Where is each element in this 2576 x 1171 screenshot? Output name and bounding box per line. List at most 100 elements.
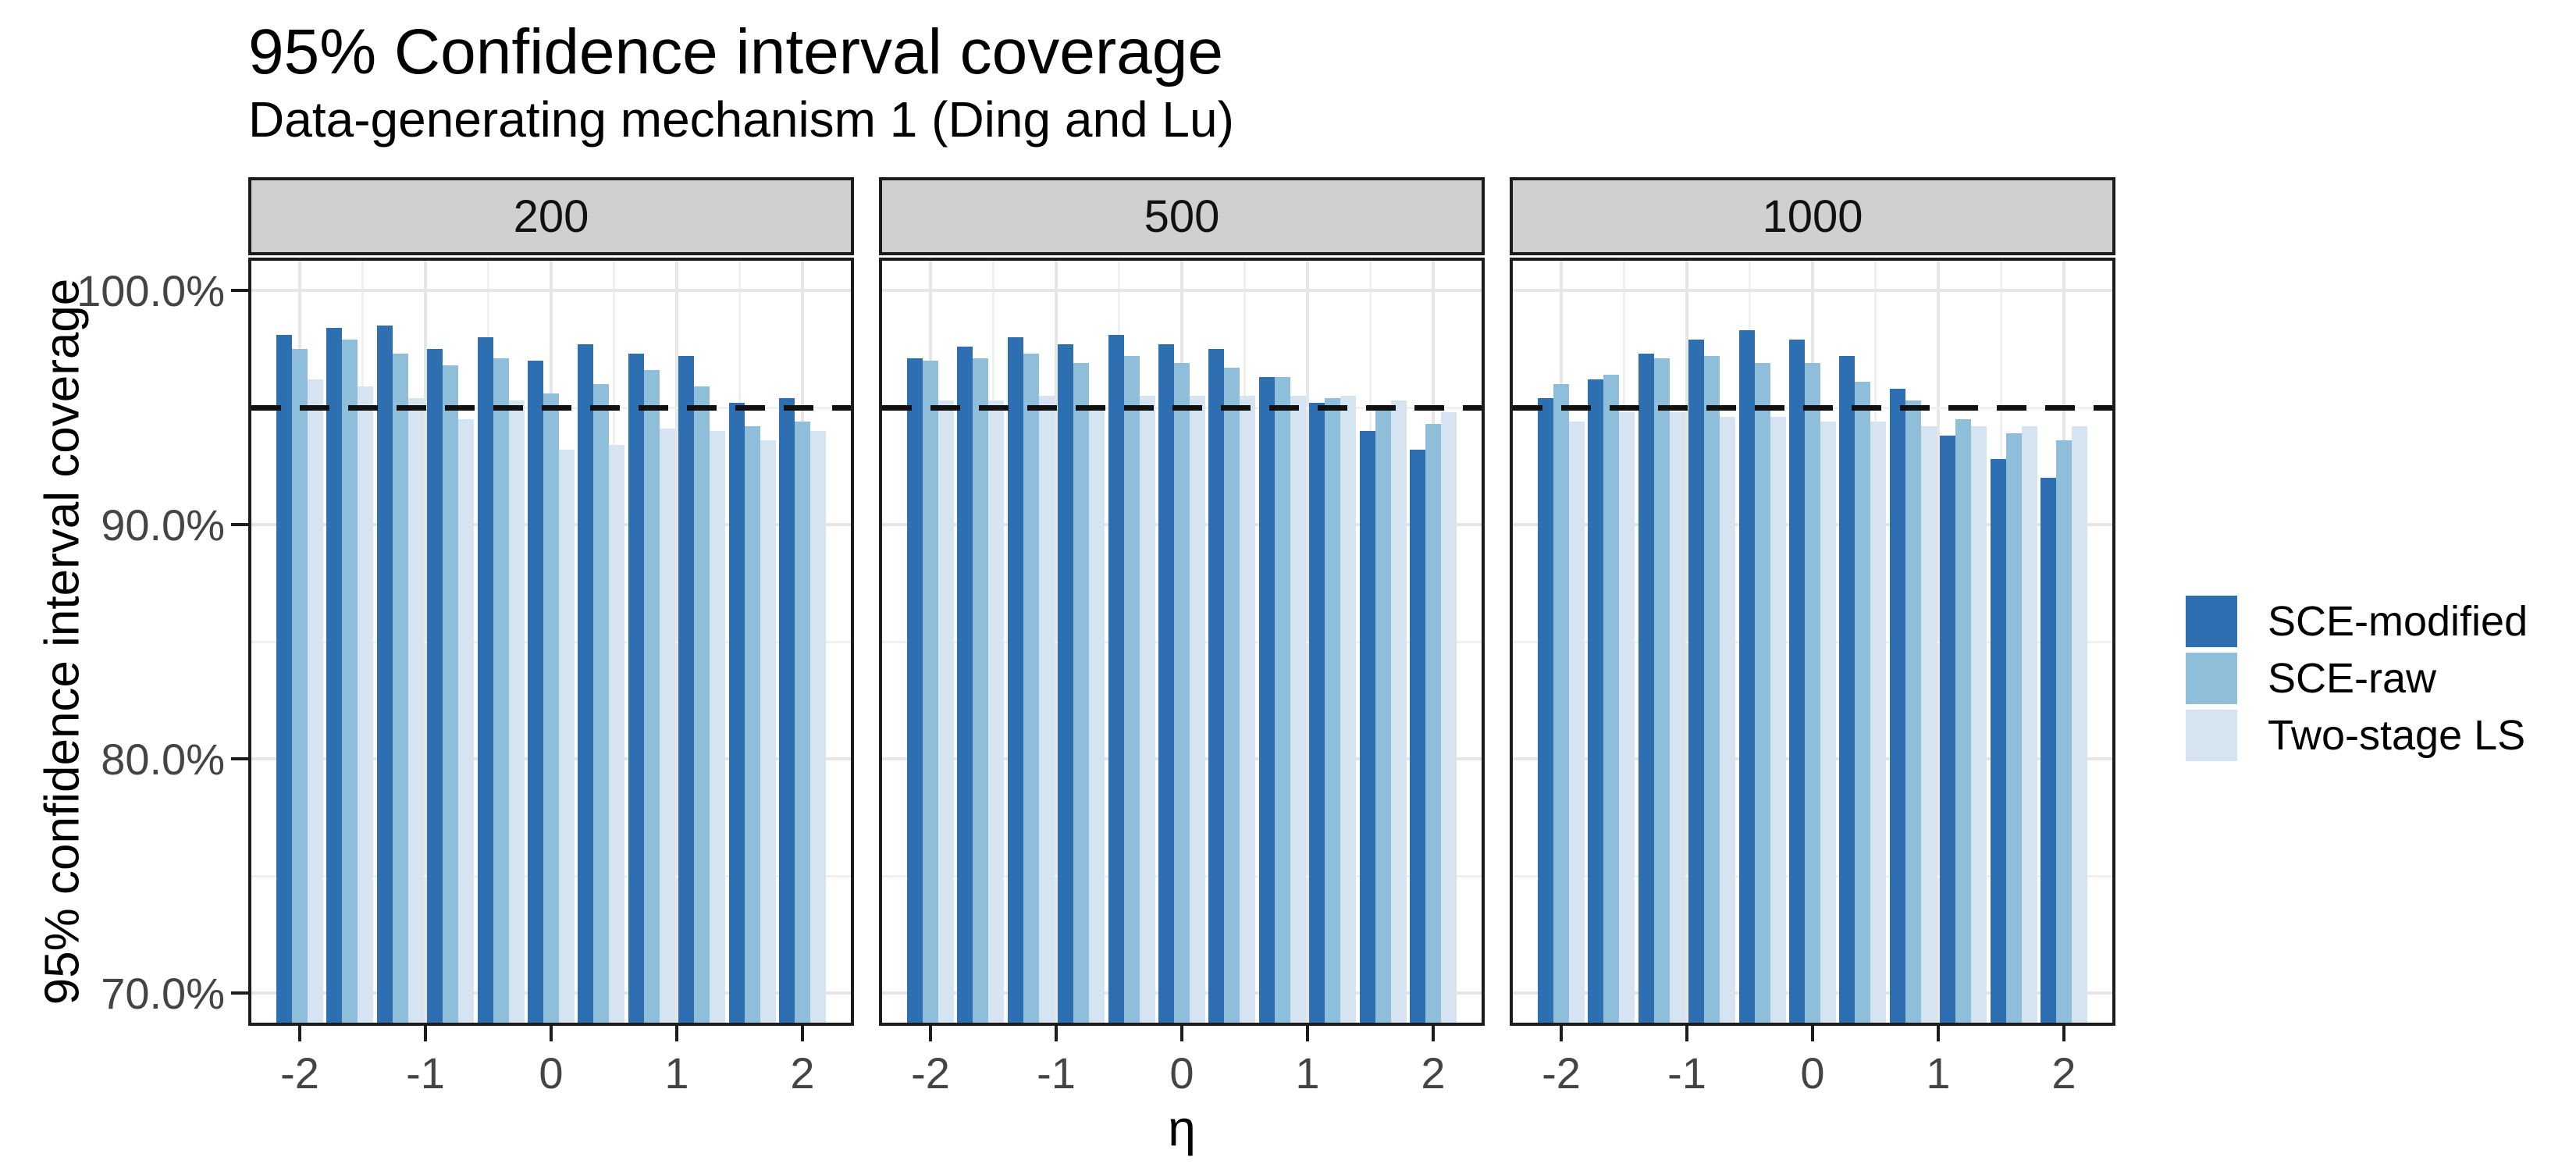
bar xyxy=(1240,396,1256,1023)
facet-strip-label: 1000 xyxy=(1762,190,1863,242)
x-tick xyxy=(1937,1026,1940,1041)
y-tick-label: 90.0% xyxy=(101,500,225,550)
y-tick xyxy=(231,523,248,526)
bar xyxy=(938,400,954,1023)
x-tick-label: 1 xyxy=(1926,1048,1951,1098)
bar xyxy=(760,440,776,1023)
bar xyxy=(659,429,675,1023)
bar xyxy=(1139,396,1155,1023)
bar xyxy=(508,400,525,1023)
bar xyxy=(292,349,308,1023)
bar xyxy=(1738,330,1755,1023)
bar xyxy=(1158,344,1174,1023)
x-tick-label: 1 xyxy=(1295,1048,1320,1098)
bar xyxy=(628,354,644,1023)
bar xyxy=(1375,410,1391,1023)
facet-strip: 500 xyxy=(879,177,1485,255)
bar xyxy=(1839,356,1856,1023)
x-tick xyxy=(1306,1026,1309,1041)
bar xyxy=(1108,335,1124,1023)
facet-strip-label: 500 xyxy=(1144,190,1220,242)
x-tick-label: 0 xyxy=(1169,1048,1194,1098)
x-tick-label: -2 xyxy=(280,1048,319,1098)
x-tick xyxy=(298,1026,301,1041)
x-tick xyxy=(1685,1026,1688,1041)
bar xyxy=(2005,433,2022,1023)
x-tick xyxy=(1560,1026,1563,1041)
bar xyxy=(1224,368,1240,1023)
bar xyxy=(957,347,973,1023)
bar xyxy=(923,361,938,1023)
gridline-y-major xyxy=(1513,289,2112,292)
bar xyxy=(1007,337,1023,1023)
bar xyxy=(1038,396,1055,1023)
bar xyxy=(1359,431,1375,1023)
bar xyxy=(1190,396,1205,1023)
bar xyxy=(593,384,610,1023)
bar xyxy=(477,337,493,1023)
y-tick-label: 80.0% xyxy=(101,735,225,784)
bar xyxy=(2041,478,2056,1023)
legend: SCE-modified SCE-raw Two-stage LS xyxy=(2186,596,2528,761)
bar xyxy=(744,426,760,1023)
bar xyxy=(1603,375,1620,1023)
x-tick-label: 1 xyxy=(664,1048,689,1098)
bar xyxy=(2056,440,2072,1023)
bar xyxy=(1638,354,1654,1023)
bar xyxy=(1588,379,1604,1023)
bar xyxy=(1940,436,1956,1023)
bar xyxy=(810,431,826,1023)
bar xyxy=(795,422,810,1023)
facet-panel xyxy=(248,258,854,1026)
legend-swatch xyxy=(2186,596,2237,647)
bar xyxy=(1889,389,1905,1023)
legend-label: SCE-modified xyxy=(2268,598,2528,645)
bar xyxy=(779,398,795,1023)
bar xyxy=(1073,363,1090,1023)
x-tick xyxy=(929,1026,932,1041)
bar xyxy=(1754,363,1770,1023)
bar xyxy=(1425,424,1441,1023)
bar xyxy=(443,365,459,1023)
facet-strip: 1000 xyxy=(1510,177,2115,255)
x-axis-title: η xyxy=(1168,1100,1196,1156)
bar xyxy=(458,419,475,1023)
legend-item: Two-stage LS xyxy=(2186,710,2528,761)
x-tick xyxy=(1180,1026,1183,1041)
facet-strip: 200 xyxy=(248,177,854,255)
bar xyxy=(710,431,726,1023)
bar xyxy=(358,386,374,1023)
y-tick-label: 100.0% xyxy=(76,266,225,315)
y-axis-title: 95% confidence interval coverage xyxy=(35,278,90,1005)
x-tick-label: -1 xyxy=(406,1048,445,1098)
bar xyxy=(728,403,745,1023)
x-tick xyxy=(2062,1026,2065,1041)
x-tick-label: 0 xyxy=(539,1048,564,1098)
bar xyxy=(1669,412,1685,1023)
bar xyxy=(1789,340,1805,1023)
x-tick-label: 0 xyxy=(1800,1048,1825,1098)
legend-swatch xyxy=(2186,710,2237,761)
bar xyxy=(342,340,358,1023)
x-tick xyxy=(1811,1026,1814,1041)
legend-swatch xyxy=(2186,653,2237,704)
legend-item: SCE-raw xyxy=(2186,653,2528,704)
bar xyxy=(1538,398,1553,1023)
bar xyxy=(1553,384,1569,1023)
facet-panel xyxy=(1510,258,2115,1026)
bar xyxy=(559,450,575,1023)
bar xyxy=(528,361,543,1023)
bar xyxy=(1805,363,1820,1023)
bar xyxy=(493,358,509,1023)
bar xyxy=(376,326,393,1023)
bar xyxy=(1653,358,1670,1023)
y-tick xyxy=(231,991,248,995)
bar xyxy=(694,386,710,1023)
bar xyxy=(543,393,559,1023)
bar xyxy=(1410,450,1425,1023)
bar xyxy=(2072,426,2087,1023)
y-tick xyxy=(231,289,248,292)
x-tick-label: -1 xyxy=(1037,1048,1076,1098)
x-tick-label: -2 xyxy=(1542,1048,1581,1098)
